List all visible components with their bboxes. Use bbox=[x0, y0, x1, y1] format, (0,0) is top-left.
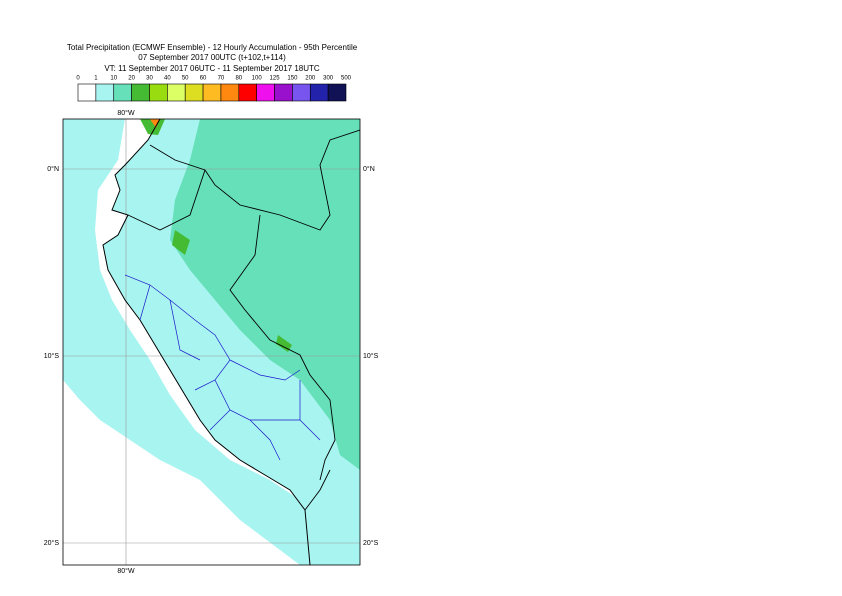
legend-label: 50 bbox=[182, 76, 189, 82]
legend: 0 1 10 20 30 40 50 60 70 80 100 125 150 200 300 500 bbox=[76, 76, 352, 102]
legend-label: 60 bbox=[200, 76, 207, 82]
coastline bbox=[102, 119, 311, 565]
legend-swatch bbox=[256, 83, 275, 102]
legend-label: 20 bbox=[128, 76, 135, 82]
legend-swatch bbox=[131, 83, 150, 102]
legend-label: 100 bbox=[252, 76, 263, 82]
legend-label: 10 bbox=[110, 76, 117, 82]
legend-swatch bbox=[149, 83, 168, 102]
ocean-dry bbox=[63, 430, 250, 565]
title-line: VT: 11 September 2017 06UTC - 11 Septemb… bbox=[104, 64, 320, 73]
legend-swatch bbox=[167, 83, 186, 102]
heavy-precip bbox=[140, 119, 165, 135]
legend-swatch bbox=[95, 83, 115, 102]
heavy-precip bbox=[276, 335, 292, 352]
legend-swatch bbox=[113, 83, 132, 102]
title-line: Total Precipitation (ECMWF Ensemble) - 1… bbox=[67, 43, 358, 52]
lat-label: 0°N bbox=[363, 165, 375, 173]
legend-swatch bbox=[327, 83, 347, 102]
lon-label: 80°W bbox=[117, 109, 135, 117]
legend-swatch bbox=[238, 83, 257, 102]
legend-swatch bbox=[184, 83, 204, 102]
legend-swatch bbox=[274, 83, 293, 102]
title-line: 07 September 2017 00UTC (t+102,t+114) bbox=[138, 53, 286, 62]
lon-label: 80°W bbox=[117, 567, 135, 575]
lat-label: 0°N bbox=[47, 165, 59, 173]
heavy-precip bbox=[172, 230, 190, 255]
heavy-precip bbox=[150, 119, 160, 128]
country-border bbox=[127, 129, 360, 511]
legend-label: 150 bbox=[287, 76, 298, 82]
legend-label: 500 bbox=[341, 76, 352, 82]
title: Total Precipitation (ECMWF Ensemble) - 1… bbox=[67, 43, 358, 73]
legend-label: 80 bbox=[235, 76, 242, 82]
map: 80°W 80°W 0°N 10°S 20°S 0°N 10°S 20°S bbox=[44, 109, 379, 575]
legend-swatch bbox=[220, 83, 240, 102]
lat-label: 10°S bbox=[363, 352, 379, 360]
legend-label: 0 bbox=[76, 76, 80, 82]
legend-swatch bbox=[292, 83, 311, 102]
legend-label: 40 bbox=[164, 76, 171, 82]
lat-label: 20°S bbox=[363, 539, 379, 547]
legend-swatch bbox=[77, 83, 97, 102]
legend-label: 125 bbox=[270, 76, 281, 82]
legend-label: 300 bbox=[323, 76, 334, 82]
lat-label: 10°S bbox=[44, 352, 60, 360]
legend-swatch bbox=[309, 83, 329, 102]
legend-label: 1 bbox=[94, 76, 98, 82]
legend-swatch bbox=[202, 83, 222, 102]
legend-label: 70 bbox=[218, 76, 225, 82]
map-frame bbox=[62, 118, 361, 566]
lat-label: 20°S bbox=[44, 539, 60, 547]
moderate-precip bbox=[170, 119, 360, 470]
legend-label: 200 bbox=[305, 76, 316, 82]
legend-label: 30 bbox=[146, 76, 153, 82]
region-border bbox=[124, 274, 321, 461]
